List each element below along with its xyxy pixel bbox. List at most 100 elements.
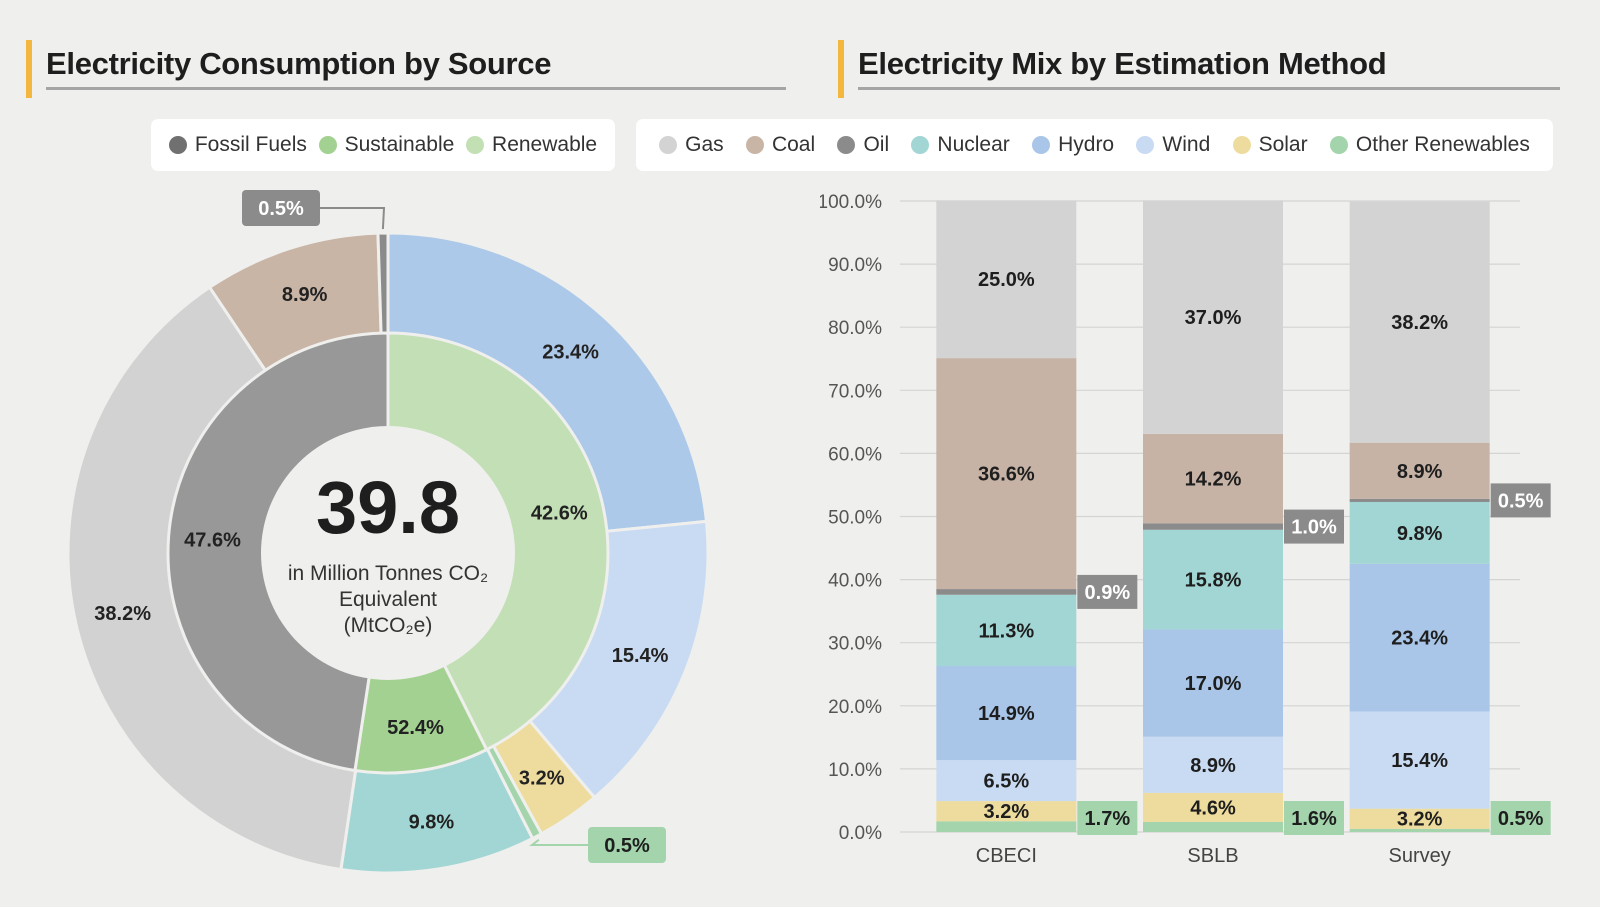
bar-segment	[936, 589, 1077, 595]
x-category-label: Survey	[1389, 845, 1451, 867]
title-accent-bar	[26, 40, 32, 98]
bar-segment	[936, 666, 1077, 761]
bar-segment-label: 11.3%	[979, 620, 1035, 642]
bar-callout-box	[1284, 509, 1344, 544]
bar-segment	[936, 821, 1077, 832]
donut-slice-label: 3.2%	[519, 767, 565, 789]
legend-label: Renewable	[492, 133, 598, 156]
legend-swatch	[1032, 136, 1051, 154]
donut-legend: Fossil Fuels Sustainable Renewable	[151, 119, 615, 171]
title-accent-bar	[838, 40, 844, 98]
donut-slice	[376, 231, 390, 337]
donut-slice-label: 42.6%	[531, 502, 588, 524]
donut-slice-label: 8.9%	[282, 284, 328, 306]
legend-label: Gas	[685, 133, 724, 156]
bar-callout-box	[1284, 801, 1344, 835]
bar-segment	[1143, 529, 1283, 630]
bar-callout-label: 1.0%	[1291, 517, 1337, 539]
bar-segment-label: 23.4%	[1391, 628, 1448, 650]
left-panel-title: Electricity Consumption by Source	[26, 40, 786, 98]
bar-segment-label: 17.0%	[1185, 673, 1242, 695]
donut-callout-label: 0.5%	[604, 835, 650, 857]
bar-segment-label: 4.6%	[1190, 797, 1236, 819]
legend-item-other-renewables: Other Renewables	[1329, 133, 1530, 157]
legend-item-solar: Solar	[1232, 133, 1308, 157]
title-underline	[858, 87, 1560, 90]
legend-item-renewable: Renewable	[466, 133, 597, 157]
legend-swatch	[318, 136, 337, 154]
bar-segment-label: 9.8%	[1397, 523, 1443, 545]
legend-item-fossil-fuels: Fossil Fuels	[168, 133, 307, 157]
bar-segment-label: 14.2%	[1185, 469, 1242, 491]
donut-center-line-3: (MtCO₂e)	[344, 614, 433, 637]
bar-segment	[936, 801, 1077, 822]
bar-callout-label: 1.7%	[1085, 808, 1131, 830]
legend-label: Coal	[771, 133, 816, 156]
legend-swatch	[1232, 136, 1251, 154]
y-tick-label: 30.0%	[828, 634, 882, 655]
bar-segment-label: 6.5%	[984, 771, 1030, 793]
donut-callout-line	[320, 207, 386, 230]
bar-segment	[1349, 808, 1490, 829]
bar-segment	[1143, 821, 1283, 832]
bar-segment	[1349, 201, 1490, 443]
legend-label: Sustainable	[344, 133, 455, 156]
bar-segment-label: 8.9%	[1397, 461, 1443, 483]
bar-segment-label: 3.2%	[1397, 809, 1443, 831]
donut-center-disc	[261, 426, 515, 680]
legend-label: Other Renewables	[1355, 133, 1530, 156]
y-tick-label: 90.0%	[828, 255, 882, 276]
donut-slice-label: 52.4%	[387, 717, 444, 739]
bar-callout-box	[1490, 483, 1551, 518]
bar-segment-label: 8.9%	[1190, 755, 1236, 777]
y-tick-label: 10.0%	[828, 760, 882, 781]
bar-callout-box	[1490, 801, 1551, 835]
legend-item-hydro: Hydro	[1032, 133, 1114, 157]
bar-segment	[1349, 501, 1490, 564]
bar-segment	[1143, 523, 1283, 530]
bar-segment-label: 25.0%	[978, 269, 1035, 291]
y-tick-label: 50.0%	[828, 508, 882, 529]
donut-slice-label: 9.8%	[409, 812, 455, 834]
y-tick-label: 60.0%	[828, 444, 882, 465]
y-tick-label: 20.0%	[828, 697, 882, 718]
x-category-label: CBECI	[976, 845, 1037, 867]
legend-swatch	[466, 136, 485, 154]
right-panel-title: Electricity Mix by Estimation Method	[838, 40, 1566, 98]
donut-center-line-2: Equivalent	[339, 588, 437, 611]
donut-callout-box	[242, 190, 320, 226]
legend-item-nuclear: Nuclear	[911, 133, 1010, 157]
donut-chart: 0.5% 0.5% 23.4% 15.4% 3.2% 9.8% 38.2% 8.9% 42.6…	[66, 190, 710, 875]
bar-segment-label: 36.6%	[978, 464, 1035, 486]
legend-swatch	[837, 136, 856, 154]
legend-label: Nuclear	[937, 133, 1010, 156]
legend-item-wind: Wind	[1136, 133, 1210, 157]
bar-segment-label: 15.4%	[1391, 750, 1448, 772]
bar-segment	[936, 594, 1077, 667]
donut-callout-line	[529, 838, 588, 846]
bar-callout-label: 0.5%	[1498, 490, 1544, 512]
bar-segment	[1349, 498, 1490, 502]
y-tick-label: 40.0%	[828, 571, 882, 592]
bar-callout-box	[1077, 574, 1138, 609]
stacked-bar-chart: 0.0% 10.0% 20.0% 30.0% 40.0% 50.0% 60.0% 70.0% 8…	[820, 192, 1551, 867]
bar-segment	[936, 760, 1077, 802]
legend-swatch	[659, 136, 678, 154]
right-title-text: Electricity Mix by Estimation Method	[858, 46, 1387, 81]
donut-slice-label: 23.4%	[542, 341, 599, 363]
bar-legend: Gas Coal Oil Nuclear Hydro Wind Solar Other Ren…	[636, 119, 1553, 171]
bar-segment	[936, 358, 1077, 590]
donut-center-value: 39.8	[316, 466, 460, 549]
donut-callout-label: 0.5%	[258, 198, 304, 220]
legend-item-oil: Oil	[837, 133, 889, 157]
legend-item-coal: Coal	[745, 133, 816, 157]
bar-callout-label: 1.6%	[1291, 808, 1337, 830]
bar-segment-label: 37.0%	[1185, 307, 1242, 329]
donut-slice-label: 15.4%	[612, 645, 669, 667]
bar-segment-label: 14.9%	[978, 703, 1035, 725]
legend-label: Hydro	[1058, 133, 1115, 156]
bar-callout-label: 0.9%	[1085, 582, 1131, 604]
legend-label: Oil	[863, 133, 890, 156]
y-tick-label: 70.0%	[828, 381, 882, 402]
bar-segment	[936, 200, 1077, 359]
